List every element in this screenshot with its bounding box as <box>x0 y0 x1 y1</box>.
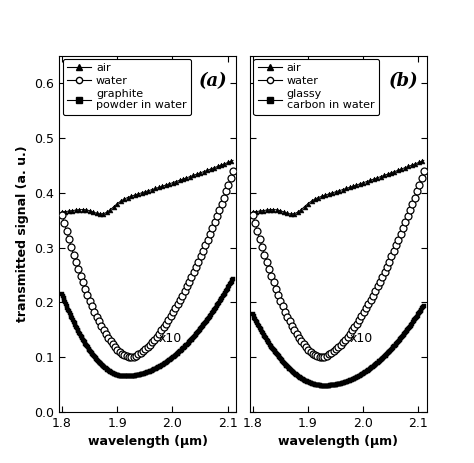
Text: x10: x10 <box>349 332 373 344</box>
Text: x10: x10 <box>159 332 182 344</box>
X-axis label: wavelength (μm): wavelength (μm) <box>278 436 398 449</box>
Y-axis label: transmitted signal (a. u.): transmitted signal (a. u.) <box>16 145 29 322</box>
Text: (a): (a) <box>199 72 227 90</box>
X-axis label: wavelength (μm): wavelength (μm) <box>88 436 208 449</box>
Legend: air, water, graphite
powder in water: air, water, graphite powder in water <box>63 59 191 115</box>
Legend: air, water, glassy
carbon in water: air, water, glassy carbon in water <box>253 59 379 115</box>
Text: (b): (b) <box>389 72 419 90</box>
